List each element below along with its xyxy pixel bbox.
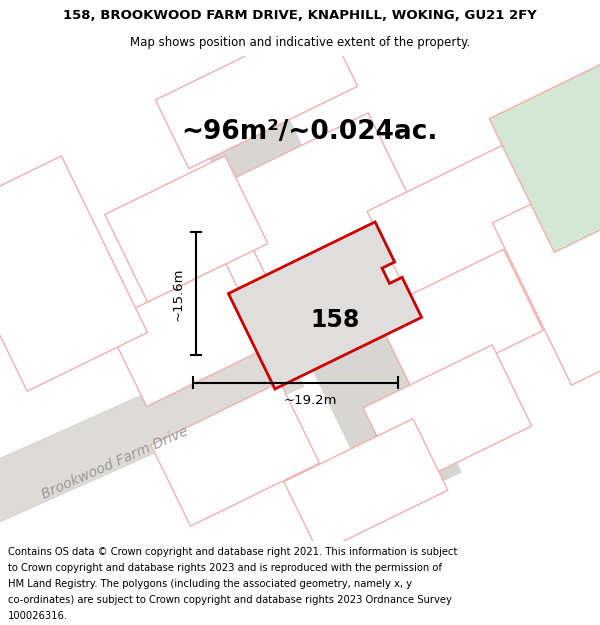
Polygon shape	[363, 345, 532, 489]
Polygon shape	[374, 249, 543, 393]
Text: Map shows position and indicative extent of the property.: Map shows position and indicative extent…	[130, 36, 470, 49]
Text: ~15.6m: ~15.6m	[172, 267, 185, 321]
Polygon shape	[367, 143, 551, 302]
Text: co-ordinates) are subject to Crown copyright and database rights 2023 Ordnance S: co-ordinates) are subject to Crown copyr…	[8, 594, 452, 604]
Polygon shape	[229, 222, 422, 389]
Polygon shape	[155, 18, 358, 169]
Text: HM Land Registry. The polygons (including the associated geometry, namely x, y: HM Land Registry. The polygons (includin…	[8, 579, 412, 589]
Text: ~96m²/~0.024ac.: ~96m²/~0.024ac.	[182, 119, 438, 145]
Text: 158: 158	[310, 309, 359, 332]
Polygon shape	[105, 156, 268, 302]
Text: Contains OS data © Crown copyright and database right 2021. This information is : Contains OS data © Crown copyright and d…	[8, 546, 457, 556]
Polygon shape	[221, 113, 412, 275]
Text: ~19.2m: ~19.2m	[284, 394, 337, 407]
Polygon shape	[284, 419, 448, 553]
Text: Brookwood Farm Drive: Brookwood Farm Drive	[40, 424, 190, 501]
Polygon shape	[489, 40, 600, 253]
Polygon shape	[205, 110, 462, 512]
Polygon shape	[0, 334, 304, 558]
Text: 100026316.: 100026316.	[8, 611, 68, 621]
Polygon shape	[106, 264, 267, 406]
Text: 158, BROOKWOOD FARM DRIVE, KNAPHILL, WOKING, GU21 2FY: 158, BROOKWOOD FARM DRIVE, KNAPHILL, WOK…	[63, 9, 537, 22]
Polygon shape	[493, 162, 600, 385]
Text: to Crown copyright and database rights 2023 and is reproduced with the permissio: to Crown copyright and database rights 2…	[8, 562, 442, 572]
Polygon shape	[0, 156, 148, 391]
Polygon shape	[151, 382, 320, 526]
